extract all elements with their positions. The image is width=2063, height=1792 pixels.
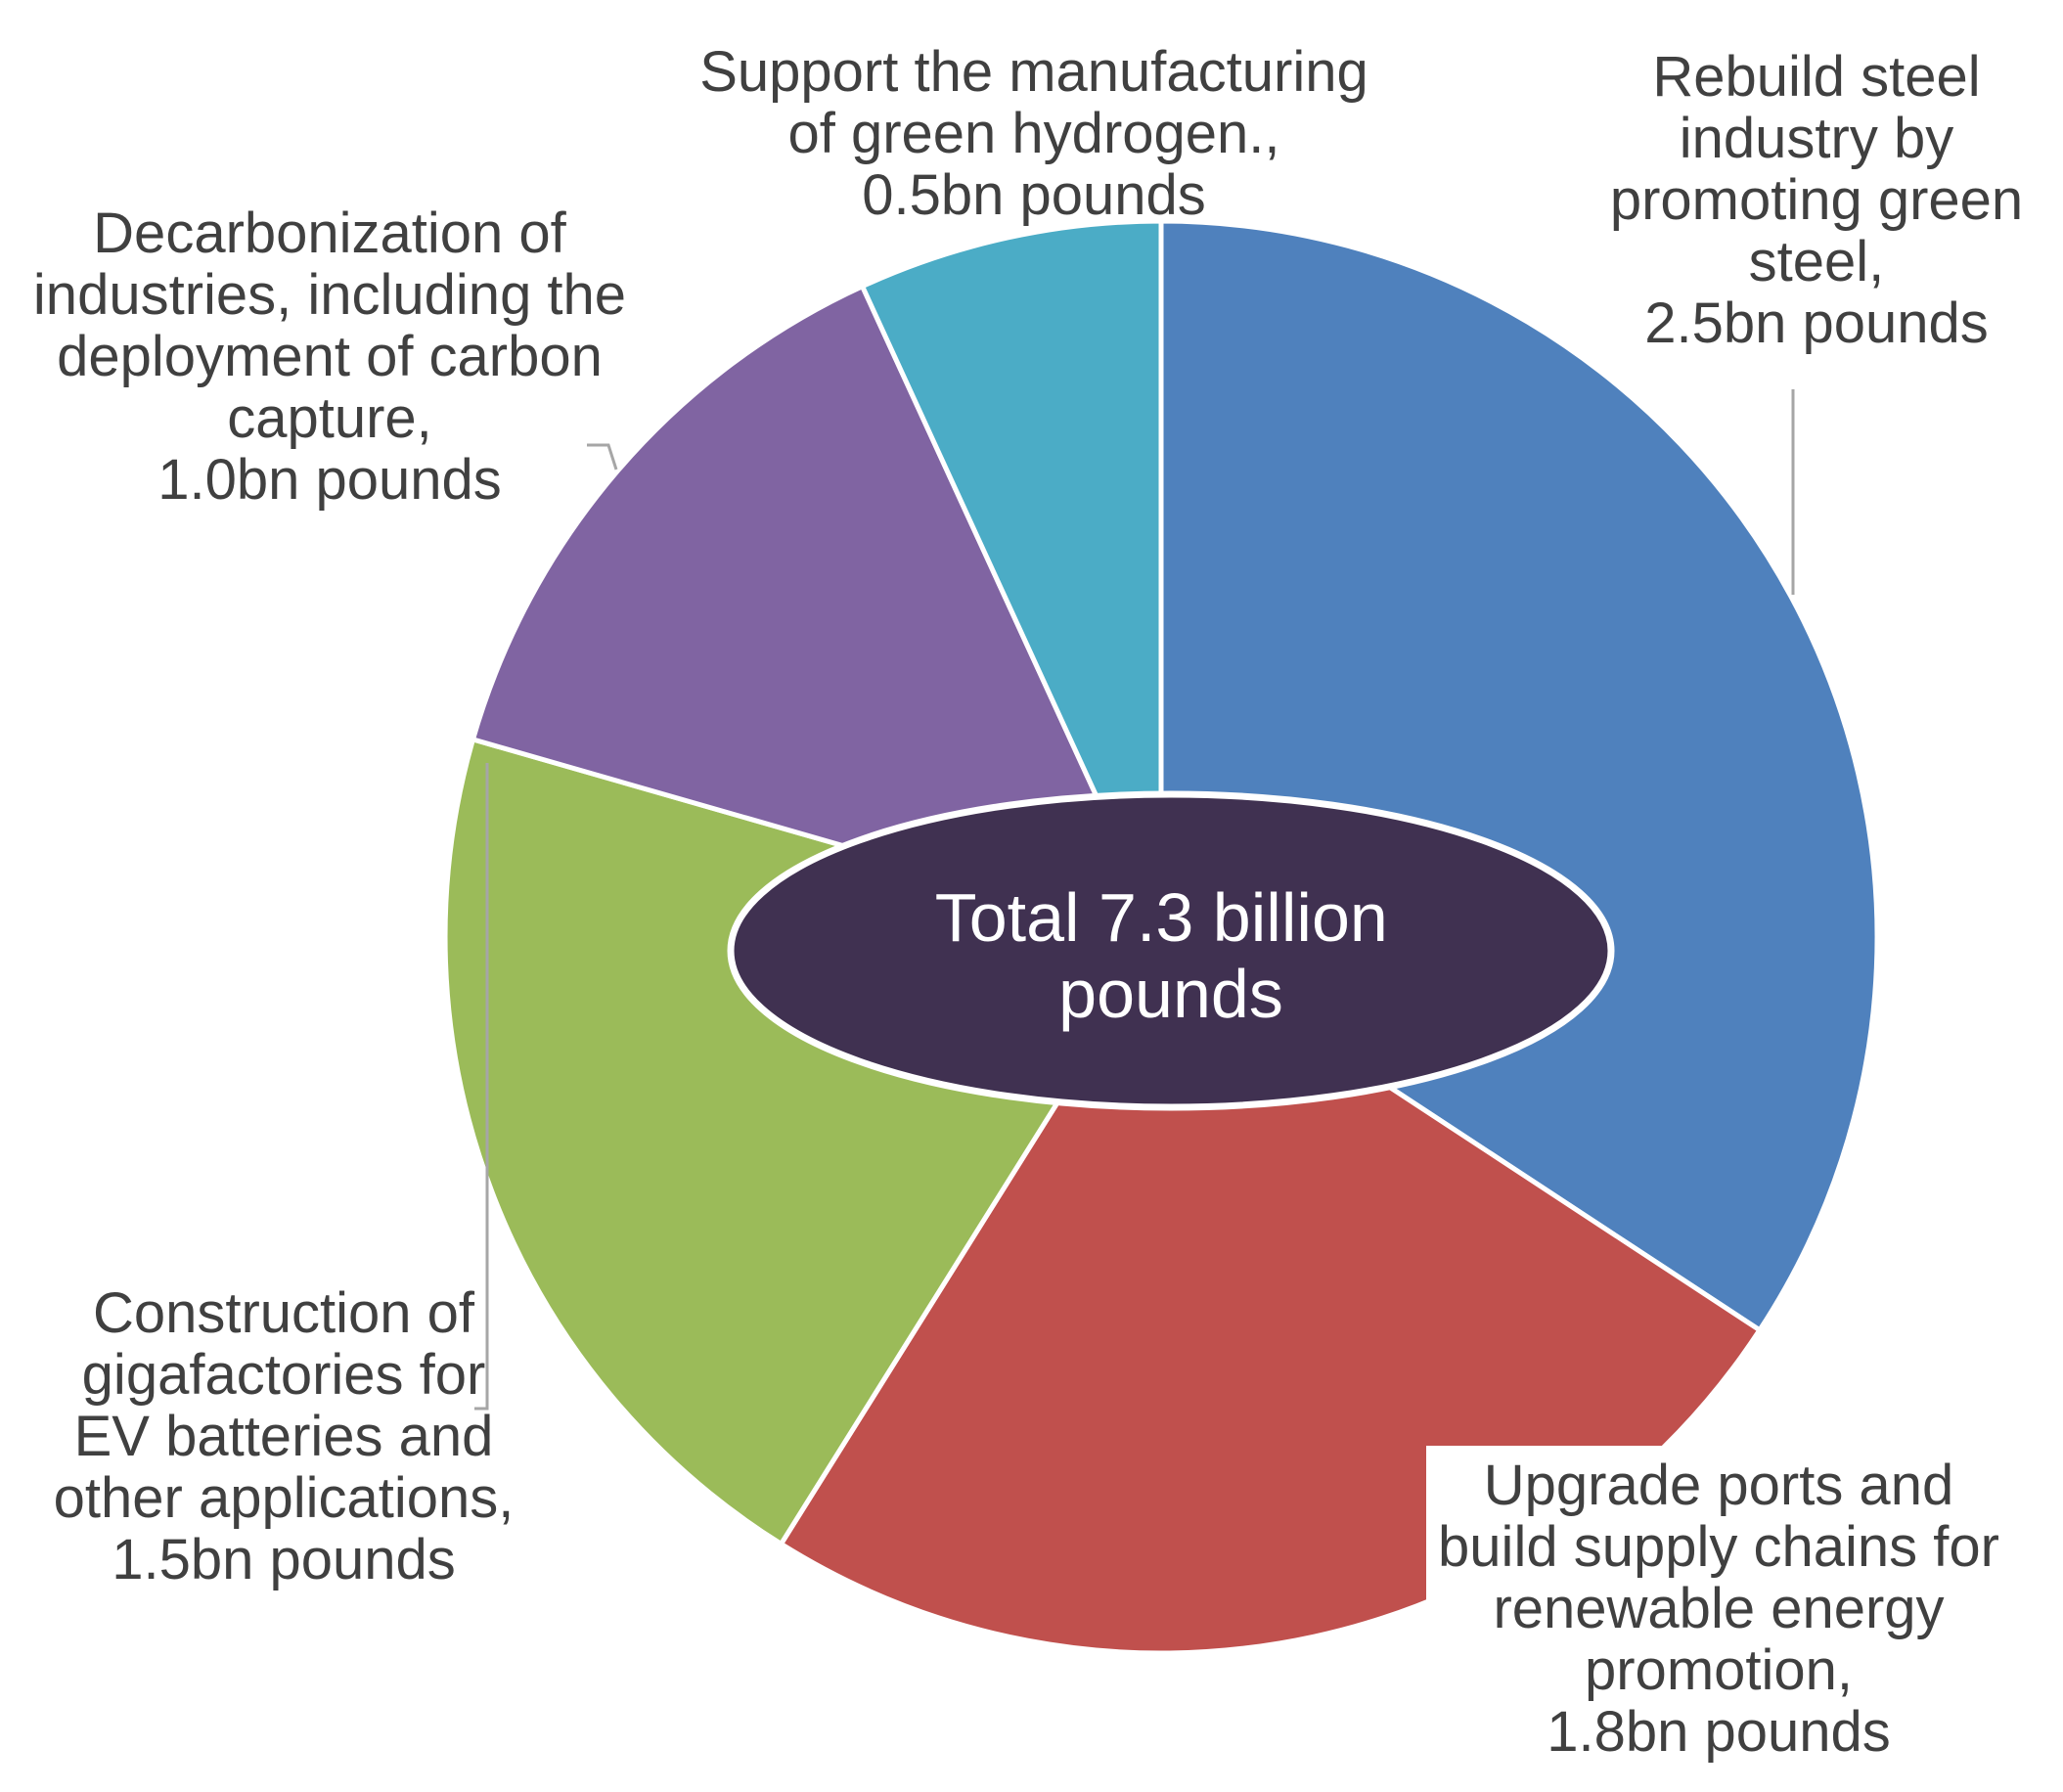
center-label-group: Total 7.3 billion pounds [727, 790, 1615, 1111]
slice-labels: Rebuild steel industry by promoting green s… [33, 40, 2023, 1764]
slice-label-4: Decarbonization of industries, including … [33, 202, 626, 512]
center-ellipse [727, 790, 1615, 1111]
slice-label-2-line-5: 1.8bn pounds [1547, 1700, 1891, 1764]
center-label-line-1: Total 7.3 billion [935, 879, 1388, 956]
pie-slice-4 [470, 283, 1166, 941]
slice-label-3-line-5: 1.5bn pounds [112, 1528, 456, 1591]
slice-label-4-line-5: 1.0bn pounds [157, 448, 502, 512]
slice-label-5-line-1: Support the manufacturing [699, 40, 1368, 104]
slice-label-5-line-3: 0.5bn pounds [862, 163, 1206, 227]
pie-slice-5 [859, 218, 1164, 939]
center-label: Total 7.3 billion pounds [935, 879, 1408, 1032]
slice-label-3-line-2: gigafactories for [82, 1343, 486, 1407]
slice-label-1-line-5: 2.5bn pounds [1644, 291, 1989, 355]
slice-label-2: Upgrade ports and build supply chains for… [1438, 1454, 1999, 1764]
leader-line-3 [587, 443, 618, 470]
slice-label-3: Construction of gigafactories for EV batte… [54, 1281, 515, 1591]
center-label-line-2: pounds [1058, 956, 1283, 1032]
leader-line-2 [474, 763, 489, 1411]
slice-label-5-line-2: of green hydrogen., [787, 102, 1279, 165]
slice-label-1: Rebuild steel industry by promoting green s… [1610, 45, 2023, 355]
leader-lines [474, 389, 1795, 1411]
slice-label-1-line-1: Rebuild steel [1652, 45, 1980, 109]
slice-label-1-line-3: promoting green [1610, 168, 2023, 232]
slice-label-4-line-4: capture, [227, 386, 432, 450]
slice-label-3-line-4: other applications, [54, 1466, 515, 1530]
slice-label-2-line-4: promotion, [1585, 1638, 1853, 1702]
label-background [1426, 1446, 2013, 1788]
slice-label-4-line-3: deployment of carbon [57, 325, 603, 388]
slice-label-3-line-3: EV batteries and [74, 1405, 494, 1468]
slice-label-5: Support the manufacturing of green hydrog… [699, 40, 1368, 227]
slice-label-3-line-1: Construction of [93, 1281, 475, 1345]
slice-label-2-line-1: Upgrade ports and [1484, 1454, 1953, 1517]
slice-label-2-line-3: renewable energy [1493, 1577, 1944, 1640]
slice-label-1-line-4: steel, [1749, 230, 1885, 293]
slice-label-2-line-2: build supply chains for [1438, 1515, 1999, 1579]
slice-label-4-line-1: Decarbonization of [93, 202, 567, 265]
slice-label-4-line-2: industries, including the [33, 263, 626, 327]
slice-label-1-line-2: industry by [1680, 107, 1953, 170]
